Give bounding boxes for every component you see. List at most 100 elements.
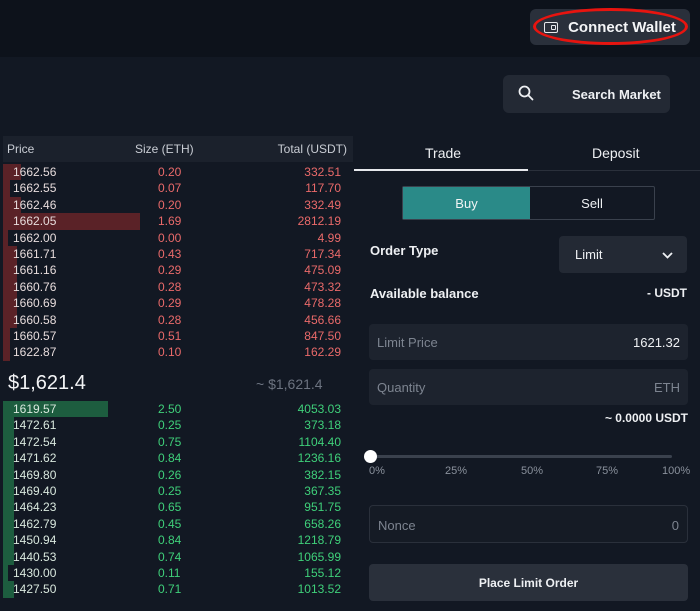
ask-row[interactable]: 1662.00 0.00 4.99 — [3, 229, 353, 246]
amount-slider-track[interactable] — [371, 455, 672, 458]
bid-row[interactable]: 1471.62 0.84 1236.16 — [3, 450, 353, 467]
ask-depth-bar — [3, 295, 17, 312]
bid-row[interactable]: 1469.40 0.25 367.35 — [3, 482, 353, 500]
orderbook-header: Price Size (ETH) Total (USDT) — [3, 136, 353, 162]
bid-row[interactable]: 1430.00 0.11 155.12 — [3, 564, 353, 582]
side-toggle: Buy Sell — [402, 186, 655, 220]
bid-row[interactable]: 1440.53 0.74 1065.99 — [3, 548, 353, 565]
bid-depth-bar — [3, 450, 14, 467]
ask-size: 0.29 — [158, 263, 182, 278]
ask-depth-bar — [3, 344, 10, 361]
bid-price: 1471.62 — [13, 451, 57, 466]
bid-row[interactable]: 1427.50 0.71 1013.52 — [3, 581, 353, 598]
ask-row[interactable]: 1661.16 0.29 475.09 — [3, 262, 353, 279]
bid-total: 1013.52 — [297, 582, 341, 597]
bid-total: 4053.03 — [297, 402, 341, 416]
nonce-field[interactable]: Nonce 0 — [369, 505, 688, 543]
bid-row[interactable]: 1464.23 0.65 951.75 — [3, 499, 353, 516]
bid-total: 1104.40 — [298, 434, 342, 449]
ask-size: 0.51 — [158, 328, 182, 343]
search-market-label: Search Market — [572, 86, 661, 102]
bid-depth-bar — [3, 499, 14, 516]
limit-price-placeholder: Limit Price — [377, 335, 438, 350]
sell-button[interactable]: Sell — [581, 195, 603, 211]
search-market-button[interactable]: Search Market — [503, 75, 670, 113]
bid-depth-bar — [3, 564, 9, 582]
mid-price-reference: ~ $1,621.4 — [256, 376, 323, 392]
bid-depth-bar — [3, 417, 14, 434]
ask-depth-bar — [3, 229, 9, 246]
ask-price: 1662.55 — [13, 181, 57, 196]
bid-price: 1469.40 — [13, 483, 57, 498]
bid-size: 0.25 — [158, 418, 182, 433]
ask-total: 4.99 — [317, 230, 341, 245]
limit-price-field[interactable]: Limit Price 1621.32 — [369, 324, 688, 360]
bid-depth-bar — [3, 482, 14, 500]
estimated-total: ~ 0.0000 USDT — [604, 411, 688, 425]
bid-price: 1469.80 — [13, 467, 57, 482]
mid-price: $1,621.4 — [8, 372, 86, 394]
bid-row[interactable]: 1619.57 2.50 4053.03 — [3, 401, 353, 418]
bid-row[interactable]: 1462.79 0.45 658.26 — [3, 515, 353, 533]
ask-row[interactable]: 1660.57 0.51 847.50 — [3, 327, 353, 345]
orderbook-asks: 1662.56 0.20 332.51 1662.55 0.07 117.70 1662.4… — [3, 164, 353, 361]
bid-price: 1472.54 — [13, 434, 57, 449]
bid-total: 382.15 — [304, 467, 341, 482]
bid-total: 1218.79 — [297, 533, 341, 548]
ask-total: 475.09 — [304, 263, 341, 278]
order-type-select[interactable]: Limit — [559, 236, 687, 273]
ask-size: 1.69 — [158, 214, 182, 229]
ask-price: 1661.71 — [13, 246, 57, 261]
ask-total: 117.70 — [305, 181, 341, 196]
bid-total: 658.26 — [304, 516, 341, 531]
ask-row[interactable]: 1660.76 0.28 473.32 — [3, 278, 353, 296]
ask-row[interactable]: 1660.69 0.29 478.28 — [3, 295, 353, 312]
bid-price: 1427.50 — [13, 582, 57, 597]
connect-wallet-label: Connect Wallet — [568, 18, 676, 36]
bid-total: 1065.99 — [297, 549, 341, 564]
ask-size: 0.28 — [158, 312, 182, 327]
ask-row[interactable]: 1662.55 0.07 117.70 — [3, 180, 353, 197]
ask-row[interactable]: 1661.71 0.43 717.34 — [3, 245, 353, 263]
ask-total: 717.34 — [304, 246, 341, 261]
bid-depth-bar — [3, 401, 108, 418]
ask-row[interactable]: 1662.56 0.20 332.51 — [3, 164, 353, 181]
trade-tabs: Trade Deposit — [354, 136, 700, 172]
quantity-field[interactable]: Quantity ETH — [369, 369, 688, 405]
bid-size: 0.45 — [158, 516, 182, 531]
place-limit-order-button[interactable]: Place Limit Order — [369, 564, 688, 601]
buy-button[interactable]: Buy — [403, 187, 530, 219]
bid-price: 1619.57 — [13, 402, 57, 416]
bid-depth-bar — [3, 548, 14, 565]
ask-size: 0.20 — [158, 197, 182, 212]
slider-tick-25: 25% — [445, 465, 468, 477]
slider-tick-50: 50% — [521, 465, 544, 477]
slider-tick-75: 75% — [596, 465, 619, 477]
tab-deposit[interactable]: Deposit — [592, 145, 640, 161]
bid-row[interactable]: 1469.80 0.26 382.15 — [3, 466, 353, 483]
bid-depth-bar — [3, 581, 14, 598]
bid-row[interactable]: 1472.54 0.75 1104.40 — [3, 433, 353, 451]
slider-tick-0: 0% — [369, 465, 385, 477]
active-tab-indicator — [354, 169, 528, 171]
bid-row[interactable]: 1450.94 0.84 1218.79 — [3, 532, 353, 549]
ask-row[interactable]: 1662.05 1.69 2812.19 — [3, 213, 353, 230]
nonce-value: 0 — [671, 518, 679, 533]
order-type-value: Limit — [575, 247, 603, 262]
amount-slider-handle[interactable] — [364, 450, 377, 463]
ask-total: 332.49 — [304, 197, 341, 212]
nonce-placeholder: Nonce — [378, 518, 416, 533]
bid-size: 0.75 — [158, 434, 182, 449]
ask-price: 1662.05 — [13, 214, 57, 229]
connect-wallet-button[interactable]: Connect Wallet — [530, 9, 690, 45]
bid-size: 0.26 — [158, 467, 182, 482]
tab-trade[interactable]: Trade — [425, 145, 462, 161]
ask-price: 1660.57 — [13, 328, 57, 343]
ask-row[interactable]: 1622.87 0.10 162.29 — [3, 344, 353, 361]
bid-row[interactable]: 1472.61 0.25 373.18 — [3, 417, 353, 434]
ask-depth-bar — [3, 245, 17, 263]
ask-row[interactable]: 1660.58 0.28 456.66 — [3, 311, 353, 328]
bid-depth-bar — [3, 515, 14, 533]
ask-row[interactable]: 1662.46 0.20 332.49 — [3, 196, 353, 214]
bid-total: 373.18 — [304, 418, 341, 433]
